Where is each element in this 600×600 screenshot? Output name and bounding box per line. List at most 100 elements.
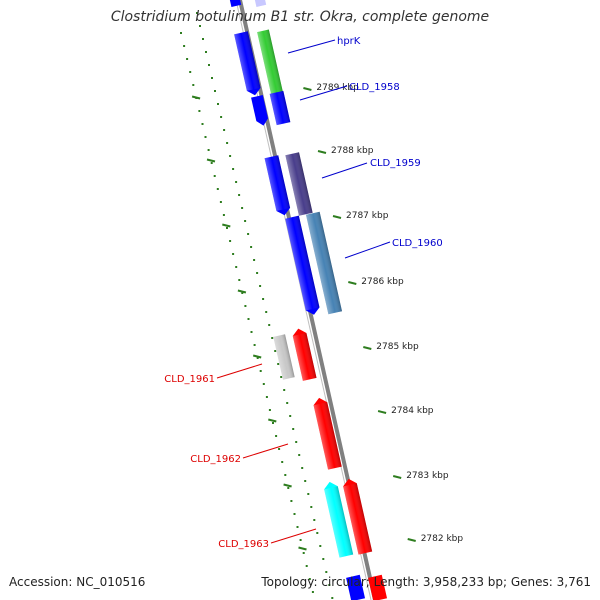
track-dot <box>274 350 277 352</box>
scale-tick-label: 2782 kbp <box>421 534 464 544</box>
track-dot <box>244 220 247 222</box>
track-dot <box>287 487 290 489</box>
genome-summary-text: Topology: circular; Length: 3,958,233 bp… <box>261 575 591 589</box>
track-dot <box>256 357 259 359</box>
track-dot <box>189 71 192 73</box>
track-dot <box>262 298 265 300</box>
track-dot <box>310 506 313 508</box>
outer-dotted-track <box>196 12 334 599</box>
track-dot <box>259 285 262 287</box>
track-dot <box>296 526 299 528</box>
track-dot <box>253 259 256 261</box>
track-dot <box>299 539 302 541</box>
track-dot <box>272 422 274 424</box>
scale-tick-inner <box>252 354 262 359</box>
track-dot <box>186 58 189 60</box>
track-dot <box>229 155 232 157</box>
scale-tick-outer <box>392 475 402 479</box>
track-dot <box>301 467 304 469</box>
gene-label[interactable]: CLD_1960 <box>392 238 443 249</box>
gene-label[interactable]: hprK <box>337 36 361 47</box>
scale-tick-label: 2789 kbp <box>316 83 359 93</box>
track-dot <box>302 552 305 554</box>
track-dot <box>180 32 182 34</box>
track-dot <box>308 578 311 580</box>
track-dot <box>247 233 250 235</box>
track-dot <box>208 64 210 66</box>
scale-tick-inner <box>191 95 201 100</box>
track-dot <box>226 142 229 144</box>
gene-arrow[interactable] <box>346 574 366 600</box>
gene-label[interactable]: CLD_1962 <box>190 454 241 465</box>
scale-tick-outer <box>332 215 342 219</box>
scale-tick-inner <box>206 158 216 163</box>
scale-tick-label: 2787 kbp <box>346 211 389 221</box>
track-dot <box>268 409 271 411</box>
track-dot <box>222 214 225 216</box>
track-dot <box>278 448 281 450</box>
scale-tick-label: 2783 kbp <box>406 471 449 481</box>
track-dot <box>219 201 222 203</box>
gene-features <box>229 0 388 600</box>
track-dot <box>198 110 201 112</box>
track-dot <box>205 51 207 53</box>
scale-tick-outer <box>317 150 327 154</box>
track-dot <box>250 331 253 333</box>
track-dot <box>283 389 286 391</box>
genome-title: Clostridium botulinum B1 str. Okra, comp… <box>110 9 490 25</box>
gene-label[interactable]: CLD_1958 <box>349 82 400 93</box>
track-dot <box>235 181 238 183</box>
track-dot <box>210 162 213 164</box>
track-dot <box>295 441 298 443</box>
track-dot <box>311 591 314 593</box>
track-dot <box>322 558 325 560</box>
track-dot <box>241 292 244 294</box>
track-dot <box>247 318 250 320</box>
gene-label[interactable]: CLD_1963 <box>218 539 269 550</box>
track-dot <box>213 175 216 177</box>
track-dot <box>256 272 259 274</box>
inner-dotted-track <box>180 32 314 593</box>
track-dot <box>298 454 301 456</box>
gene-arrow[interactable] <box>254 0 267 7</box>
gene-arrow[interactable] <box>229 0 242 7</box>
track-dot <box>286 402 289 404</box>
gene-label[interactable]: CLD_1961 <box>164 374 215 385</box>
track-dot <box>211 77 213 79</box>
track-dot <box>202 38 204 40</box>
track-dot <box>196 12 198 14</box>
track-dot <box>268 324 271 326</box>
gene-arrow-blue[interactable] <box>251 95 269 127</box>
gene-arrow[interactable] <box>368 574 388 600</box>
track-dot <box>232 168 235 170</box>
scale-tick-inner <box>222 223 231 228</box>
scale-tick-outer <box>348 281 357 285</box>
scale-ticks: 2789 kbp 2788 kbp 2787 kbp 2786 kbp 2785 kbp… <box>191 83 464 551</box>
track-dot <box>232 253 235 255</box>
track-dot <box>207 149 210 151</box>
track-dot <box>220 116 223 118</box>
track-dot <box>199 25 201 27</box>
track-dot <box>226 227 228 229</box>
scale-tick-label: 2784 kbp <box>391 406 434 416</box>
track-dot <box>307 493 310 495</box>
gene-label-leaders <box>216 39 391 544</box>
track-dot <box>201 123 204 125</box>
track-dot <box>204 136 207 138</box>
track-dot <box>292 428 295 430</box>
scale-tick-inner <box>298 546 307 551</box>
track-dot <box>262 383 265 385</box>
gene-label[interactable]: CLD_1959 <box>370 158 421 169</box>
track-dot <box>265 311 268 313</box>
track-dot <box>192 84 195 86</box>
track-dot <box>217 103 219 105</box>
track-dot <box>238 279 241 281</box>
scale-tick-label: 2788 kbp <box>331 146 374 156</box>
track-dot <box>250 246 253 248</box>
scale-tick-inner <box>237 289 247 294</box>
track-dot <box>183 45 186 47</box>
scale-tick-outer <box>303 87 312 91</box>
track-dot <box>328 584 331 586</box>
track-dot <box>289 415 292 417</box>
